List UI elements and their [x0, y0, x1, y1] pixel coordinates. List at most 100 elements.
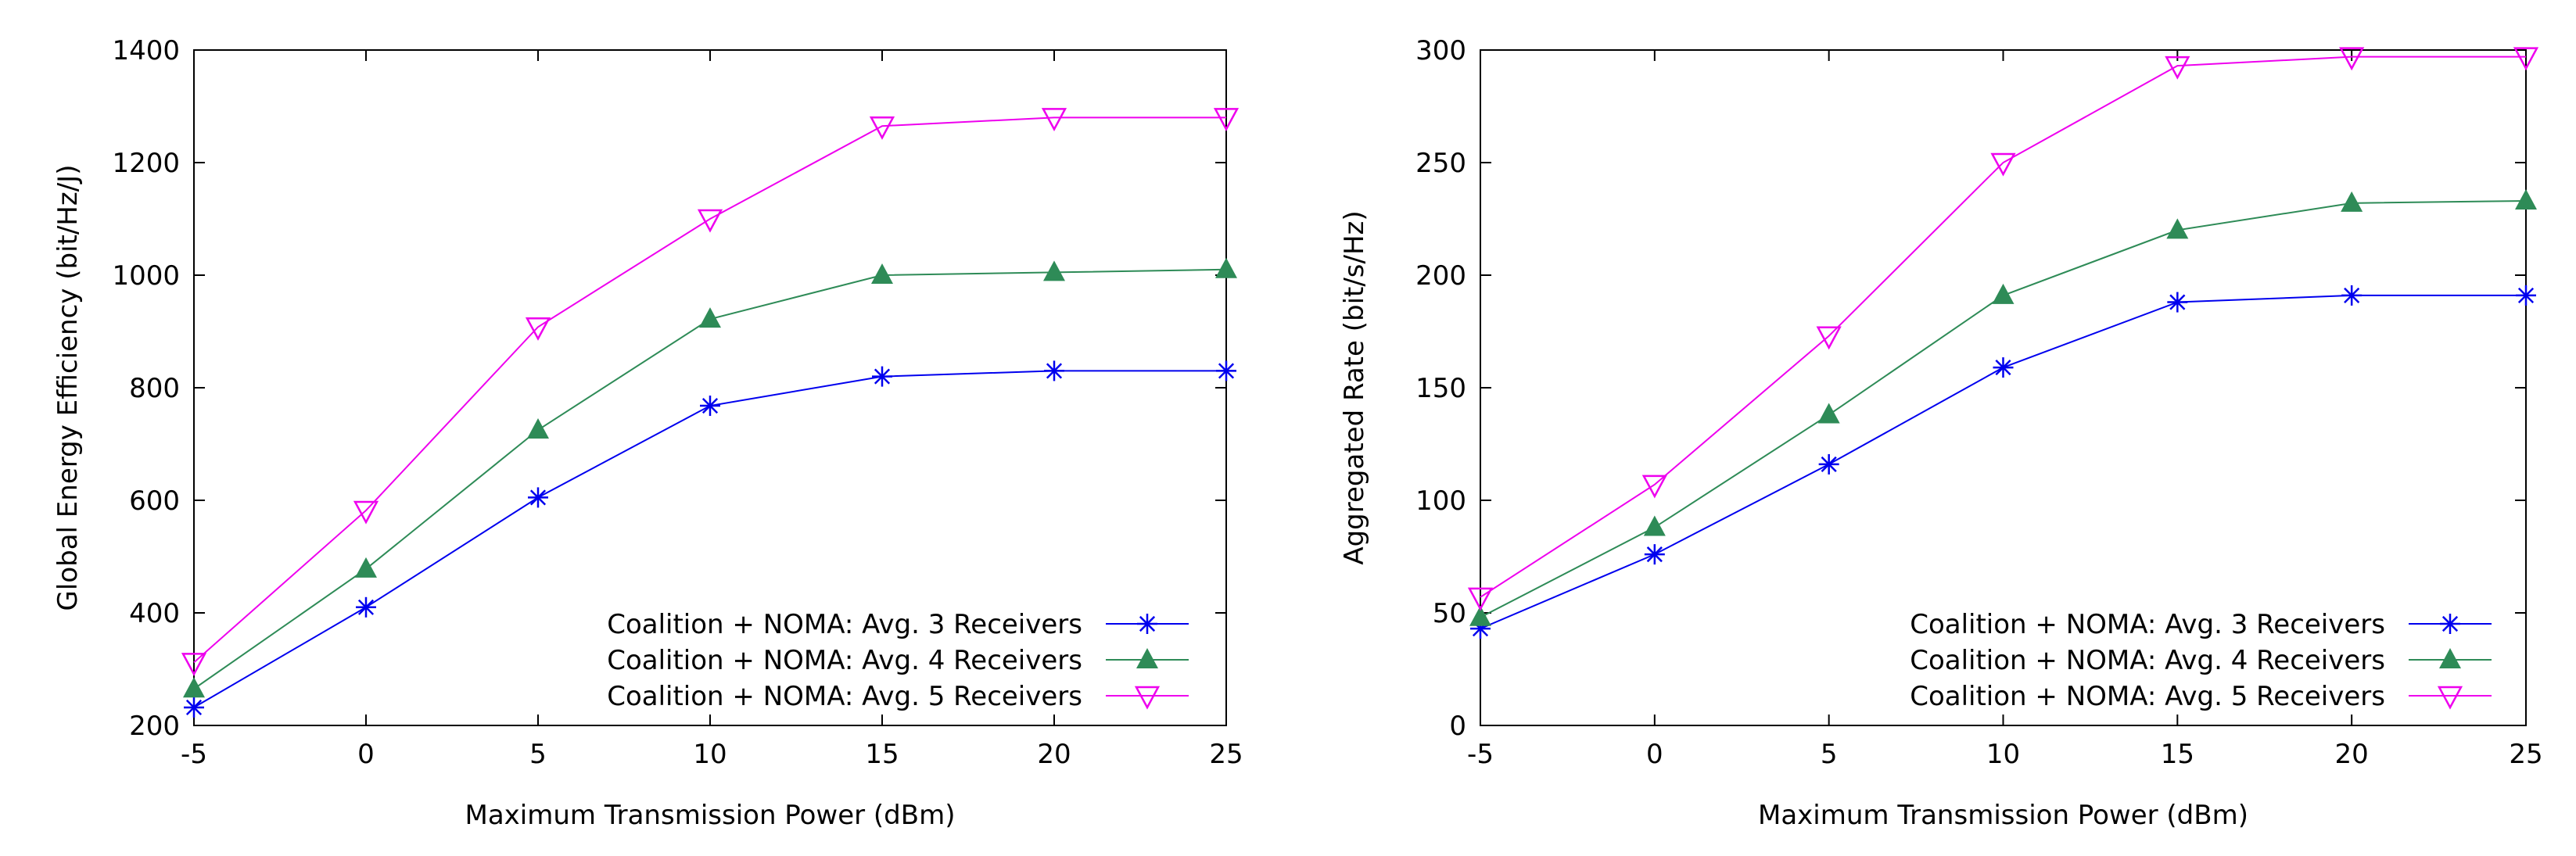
data-point [2341, 285, 2363, 306]
y-tick-label: 1000 [112, 260, 180, 292]
legend-marker [2437, 686, 2463, 710]
y-tick-label: 600 [129, 485, 180, 517]
x-tick-label: 5 [529, 739, 547, 770]
y-tick-label: 1400 [112, 35, 180, 66]
series-5-receivers [1467, 47, 2539, 611]
y-tick-label: 200 [1415, 260, 1466, 292]
y-axis-title: Aggregated Rate (bit/s/Hz) [1339, 210, 1370, 564]
data-point [1643, 515, 1666, 536]
x-tick-label: 20 [2335, 739, 2369, 770]
y-axis-title: Global Energy Efficiency (bit/Hz/J) [52, 165, 84, 611]
x-tick-label: 25 [1209, 739, 1243, 770]
data-point [183, 677, 205, 698]
series-5-receivers [181, 108, 1240, 676]
x-tick-label: 10 [693, 739, 727, 770]
series-line [1480, 294, 2526, 630]
data-point [1641, 475, 1667, 499]
legend-label: Coalition + NOMA: Avg. 3 Receivers [1910, 609, 2385, 640]
y-tick-label: 200 [129, 711, 180, 742]
legend-marker [2440, 614, 2460, 634]
legend-marker [2439, 648, 2461, 668]
x-tick-label: 5 [1821, 739, 1838, 770]
y-tick-label: 800 [129, 373, 180, 404]
data-point [1816, 326, 1842, 350]
data-point [1993, 357, 2014, 378]
data-point [355, 557, 377, 578]
data-point [2165, 56, 2190, 80]
legend: Coalition + NOMA: Avg. 3 Receivers Coalit… [1910, 609, 2492, 712]
data-point [1818, 453, 1839, 475]
data-point [1467, 587, 1494, 611]
legend-marker [1136, 648, 1158, 668]
y-tick-label: 0 [1449, 711, 1466, 742]
x-tick-label: -5 [181, 739, 207, 770]
data-point [1043, 260, 1065, 281]
y-tick-label: 400 [129, 598, 180, 629]
legend-label: Coalition + NOMA: Avg. 4 Receivers [1910, 645, 2385, 676]
data-point [1992, 283, 2015, 304]
legend-label: Coalition + NOMA: Avg. 5 Receivers [1910, 681, 2385, 712]
x-tick-label: 0 [357, 739, 375, 770]
x-tick-label: 15 [2161, 739, 2194, 770]
x-tick-label: 15 [865, 739, 899, 770]
x-tick-label: 10 [1986, 739, 2020, 770]
y-tick-label: 300 [1415, 35, 1466, 66]
x-tick-label: 20 [1037, 739, 1071, 770]
data-point [1644, 544, 1665, 565]
x-tick-label: -5 [1467, 739, 1494, 770]
data-point [181, 653, 207, 676]
data-point [356, 596, 376, 618]
x-tick-label: 25 [2509, 739, 2542, 770]
data-point [869, 116, 895, 140]
series-4-receivers [1469, 188, 2537, 626]
legend-label: Coalition + NOMA: Avg. 3 Receivers [607, 609, 1082, 640]
series-4-receivers [183, 257, 1237, 698]
series-line [193, 116, 1226, 664]
data-point [2513, 47, 2539, 71]
data-point [2339, 47, 2365, 71]
data-point [1041, 108, 1067, 132]
y-tick-label: 250 [1415, 148, 1466, 179]
data-point [528, 487, 548, 508]
data-point [1990, 152, 2016, 177]
legend-marker [1134, 686, 1161, 710]
data-point [1213, 108, 1240, 132]
y-tick-label: 1200 [112, 148, 180, 179]
x-axis-title: Maximum Transmission Power (dBm) [465, 800, 956, 831]
y-tick-label: 50 [1433, 598, 1466, 629]
series-line [1480, 56, 2526, 598]
x-tick-label: 0 [1646, 739, 1663, 770]
y-tick-label: 150 [1415, 373, 1466, 404]
data-point [2341, 191, 2363, 212]
data-point [2167, 292, 2188, 313]
data-point [1216, 360, 1236, 381]
y-tick-label: 100 [1415, 485, 1466, 517]
legend-label: Coalition + NOMA: Avg. 4 Receivers [607, 645, 1082, 676]
data-point [699, 307, 721, 328]
series-3-receivers [1470, 285, 2536, 639]
data-point [2515, 188, 2537, 210]
data-point [700, 396, 720, 417]
data-point [525, 317, 551, 341]
data-point [1817, 403, 1840, 424]
legend-label: Coalition + NOMA: Avg. 5 Receivers [607, 681, 1082, 712]
data-point [871, 263, 893, 284]
data-point [353, 500, 379, 525]
series-3-receivers [184, 360, 1236, 718]
data-point [184, 697, 204, 718]
data-point [697, 209, 723, 233]
series-line [1480, 199, 2527, 618]
data-point [1044, 360, 1064, 381]
legend: Coalition + NOMA: Avg. 3 Receivers Coalit… [607, 609, 1189, 712]
data-point [527, 418, 549, 439]
data-point [1469, 605, 1491, 626]
data-point [2166, 218, 2189, 239]
data-point [1215, 257, 1237, 278]
legend-marker [1137, 614, 1157, 634]
data-point [872, 366, 892, 387]
x-axis-title: Maximum Transmission Power (dBm) [1758, 800, 2248, 831]
energy-efficiency-chart: -5 0 5 10 15 20 25 200 400 600 800 1000 1200 1400 Maxi… [52, 35, 1243, 831]
data-point [2516, 285, 2536, 306]
